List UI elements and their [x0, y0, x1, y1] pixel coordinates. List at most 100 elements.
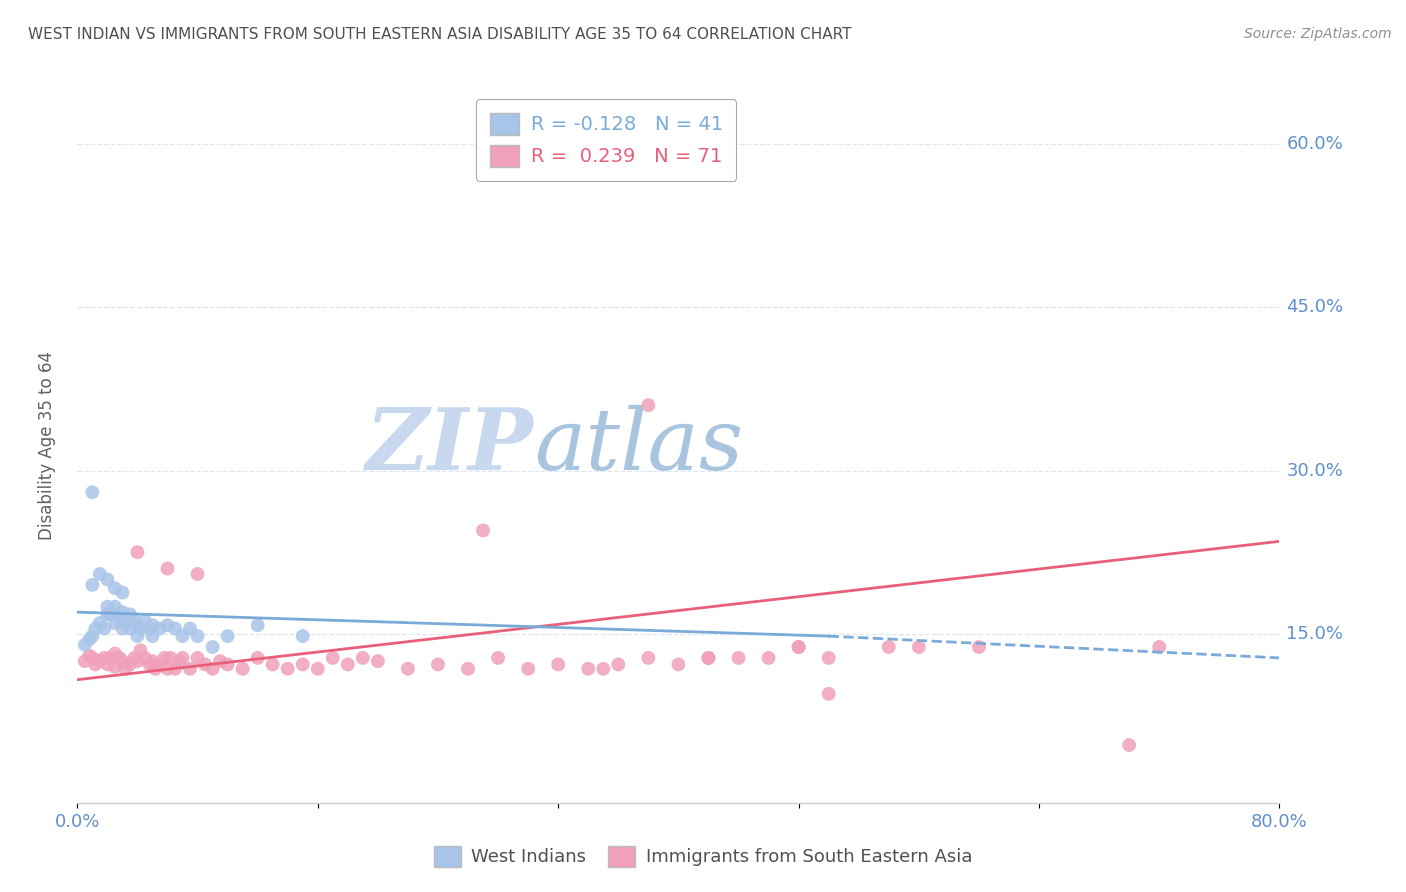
Point [201, 662, 224, 676]
Point [104, 659, 127, 673]
Point [114, 662, 136, 676]
Point [277, 662, 299, 676]
Point [817, 687, 839, 701]
Point [352, 651, 374, 665]
Point [201, 640, 224, 654]
Point [93, 651, 115, 665]
Point [262, 657, 284, 672]
Point [82, 651, 104, 665]
Point [787, 640, 810, 654]
Point [96, 573, 118, 587]
Point [697, 651, 720, 665]
Point [159, 651, 181, 665]
Point [209, 654, 232, 668]
Point [668, 657, 690, 672]
Point [108, 651, 131, 665]
Point [163, 662, 186, 676]
Point [93, 622, 115, 636]
Point [96, 599, 118, 614]
Point [156, 561, 179, 575]
Point [108, 610, 131, 624]
Text: ZIP: ZIP [367, 404, 534, 488]
Point [169, 654, 191, 668]
Point [246, 618, 269, 632]
Point [149, 622, 172, 636]
Point [84, 622, 107, 636]
Point [104, 599, 127, 614]
Point [877, 640, 900, 654]
Point [607, 657, 630, 672]
Point [118, 607, 141, 622]
Point [163, 622, 186, 636]
Point [111, 654, 134, 668]
Point [141, 629, 163, 643]
Point [336, 657, 359, 672]
Point [322, 651, 344, 665]
Point [138, 622, 160, 636]
Point [127, 654, 149, 668]
Point [89, 615, 111, 630]
Point [307, 662, 329, 676]
Point [104, 615, 127, 630]
Point [817, 651, 839, 665]
Point [82, 578, 104, 592]
Text: 45.0%: 45.0% [1286, 298, 1344, 316]
Point [104, 647, 127, 661]
Point [141, 618, 163, 632]
Point [217, 629, 239, 643]
Point [153, 651, 176, 665]
Point [291, 657, 314, 672]
Point [908, 640, 931, 654]
Point [1118, 738, 1140, 752]
Point [82, 629, 104, 643]
Text: 60.0%: 60.0% [1286, 135, 1343, 153]
Point [127, 629, 149, 643]
Point [79, 632, 101, 647]
Point [118, 622, 141, 636]
Point [124, 614, 146, 628]
Point [186, 651, 209, 665]
Point [114, 615, 136, 630]
Point [141, 654, 163, 668]
Point [727, 651, 749, 665]
Point [145, 662, 167, 676]
Point [111, 585, 134, 599]
Point [547, 657, 569, 672]
Point [967, 640, 990, 654]
Point [156, 618, 179, 632]
Point [427, 657, 450, 672]
Point [179, 662, 201, 676]
Point [124, 651, 146, 665]
Point [129, 643, 152, 657]
Point [396, 662, 419, 676]
Text: 30.0%: 30.0% [1286, 461, 1343, 480]
Point [367, 654, 389, 668]
Point [592, 662, 614, 676]
Y-axis label: Disability Age 35 to 64: Disability Age 35 to 64 [38, 351, 56, 541]
Text: 15.0%: 15.0% [1286, 625, 1344, 643]
Point [576, 662, 599, 676]
Text: atlas: atlas [534, 405, 744, 487]
Point [89, 654, 111, 668]
Point [100, 651, 122, 665]
Point [1149, 640, 1171, 654]
Point [127, 618, 149, 632]
Point [186, 567, 209, 582]
Point [517, 662, 540, 676]
Point [758, 651, 780, 665]
Point [111, 622, 134, 636]
Point [697, 651, 720, 665]
Point [637, 651, 659, 665]
Point [84, 657, 107, 672]
Point [111, 605, 134, 619]
Point [486, 651, 509, 665]
Point [291, 629, 314, 643]
Point [73, 638, 96, 652]
Point [156, 662, 179, 676]
Text: WEST INDIAN VS IMMIGRANTS FROM SOUTH EASTERN ASIA DISABILITY AGE 35 TO 64 CORREL: WEST INDIAN VS IMMIGRANTS FROM SOUTH EAS… [28, 27, 852, 42]
Point [82, 485, 104, 500]
Point [149, 657, 172, 672]
Point [129, 622, 152, 636]
Point [787, 640, 810, 654]
Point [194, 657, 217, 672]
